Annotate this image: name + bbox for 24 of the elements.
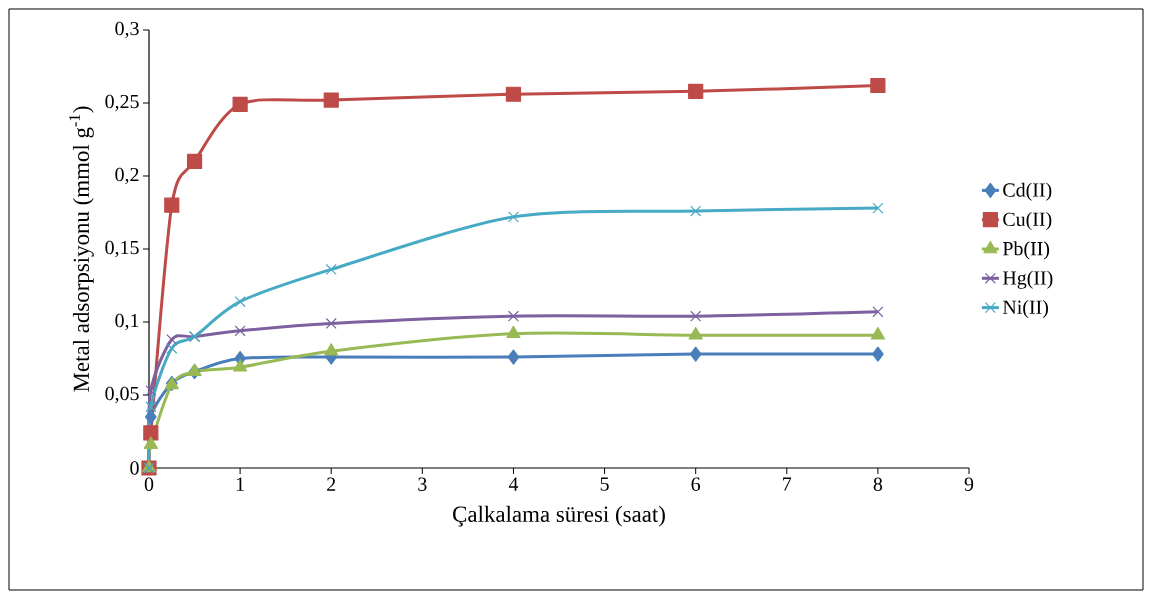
- x-tick-label: 1: [236, 477, 244, 491]
- y-tick-label: 0,05: [105, 386, 139, 404]
- y-tick-label: 0,1: [115, 313, 139, 331]
- x-tick-label: 3: [418, 477, 427, 491]
- y-tick-label: 0,2: [115, 167, 139, 185]
- x-tick-label: 2: [327, 477, 336, 491]
- x-tick-label: 8: [873, 477, 883, 491]
- x-tick-label: 6: [691, 477, 701, 491]
- legend-label: Pb(II): [1002, 241, 1050, 260]
- y-axis-title: Metal adsorpsiyonu (mmol g$^{-1}$): [69, 106, 94, 392]
- legend-label: Ni(II): [1002, 299, 1048, 319]
- legend-label: Hg(II): [1002, 270, 1053, 289]
- x-tick-label: 9: [964, 477, 974, 491]
- x-tick-label: 7: [783, 477, 792, 491]
- y-tick-label: 0,15: [105, 240, 139, 258]
- legend-label: Cu(II): [1003, 212, 1052, 231]
- x-tick-label: 4: [508, 477, 519, 491]
- y-tick-label: 0: [130, 461, 139, 475]
- legend-label: Cd(II): [1003, 182, 1052, 201]
- x-tick-label: 5: [600, 477, 609, 491]
- x-tick-label: 0: [144, 477, 154, 491]
- y-tick-label: 0,25: [105, 94, 139, 112]
- x-axis-title: Çalkalama süresi (saat): [453, 505, 665, 527]
- y-tick-label: 0,3: [115, 21, 139, 39]
